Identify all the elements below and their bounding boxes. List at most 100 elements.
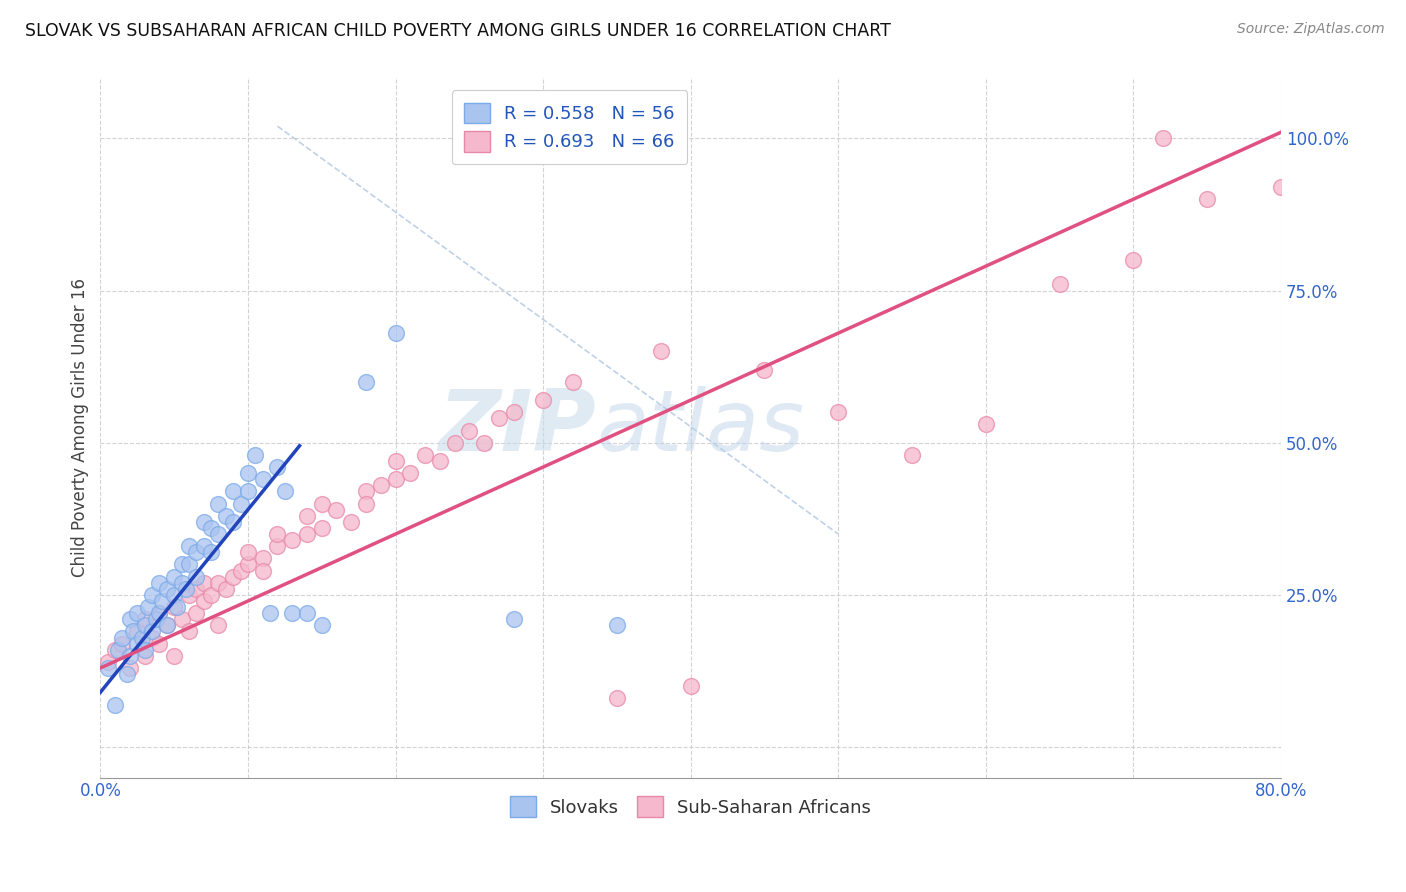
Point	[111, 637, 134, 651]
Point	[107, 642, 129, 657]
Point	[136, 600, 159, 615]
Point	[145, 612, 167, 626]
Point	[274, 484, 297, 499]
Point	[111, 631, 134, 645]
Point	[384, 472, 406, 486]
Point	[186, 582, 208, 596]
Point	[901, 448, 924, 462]
Point	[266, 460, 288, 475]
Point	[650, 344, 672, 359]
Point	[118, 648, 141, 663]
Y-axis label: Child Poverty Among Girls Under 16: Child Poverty Among Girls Under 16	[72, 278, 89, 577]
Point	[127, 637, 149, 651]
Point	[127, 624, 149, 639]
Text: SLOVAK VS SUBSAHARAN AFRICAN CHILD POVERTY AMONG GIRLS UNDER 16 CORRELATION CHAR: SLOVAK VS SUBSAHARAN AFRICAN CHILD POVER…	[25, 22, 891, 40]
Point	[229, 497, 252, 511]
Point	[458, 424, 481, 438]
Point	[134, 648, 156, 663]
Point	[163, 588, 186, 602]
Point	[207, 618, 229, 632]
Point	[141, 631, 163, 645]
Point	[207, 575, 229, 590]
Point	[193, 539, 215, 553]
Point	[754, 362, 776, 376]
Point	[295, 508, 318, 523]
Point	[252, 564, 274, 578]
Point	[207, 497, 229, 511]
Point	[266, 539, 288, 553]
Point	[413, 448, 436, 462]
Point	[245, 448, 267, 462]
Point	[1122, 253, 1144, 268]
Point	[236, 545, 259, 559]
Point	[97, 655, 120, 669]
Point	[502, 612, 524, 626]
Point	[252, 551, 274, 566]
Point	[193, 515, 215, 529]
Point	[354, 375, 377, 389]
Point	[1270, 180, 1292, 194]
Point	[443, 435, 465, 450]
Point	[174, 582, 197, 596]
Point	[166, 600, 188, 615]
Point	[186, 545, 208, 559]
Point	[104, 642, 127, 657]
Point	[354, 484, 377, 499]
Point	[121, 624, 143, 639]
Point	[193, 594, 215, 608]
Point	[177, 624, 200, 639]
Point	[163, 569, 186, 583]
Point	[502, 405, 524, 419]
Point	[186, 569, 208, 583]
Point	[229, 564, 252, 578]
Point	[156, 618, 179, 632]
Point	[222, 484, 245, 499]
Point	[281, 533, 304, 548]
Point	[561, 375, 583, 389]
Point	[354, 497, 377, 511]
Point	[115, 667, 138, 681]
Point	[118, 661, 141, 675]
Point	[131, 631, 153, 645]
Point	[156, 582, 179, 596]
Point	[295, 527, 318, 541]
Point	[236, 466, 259, 480]
Point	[177, 539, 200, 553]
Point	[488, 411, 510, 425]
Point	[827, 405, 849, 419]
Point	[156, 618, 179, 632]
Point	[148, 575, 170, 590]
Point	[266, 527, 288, 541]
Text: ZIP: ZIP	[439, 386, 596, 469]
Point	[222, 569, 245, 583]
Point	[311, 618, 333, 632]
Point	[141, 624, 163, 639]
Point	[186, 606, 208, 620]
Point	[384, 326, 406, 340]
Point	[311, 497, 333, 511]
Point	[97, 661, 120, 675]
Point	[215, 582, 238, 596]
Point	[163, 648, 186, 663]
Point	[340, 515, 363, 529]
Point	[141, 588, 163, 602]
Point	[472, 435, 495, 450]
Point	[259, 606, 281, 620]
Point	[679, 679, 702, 693]
Point	[200, 588, 222, 602]
Point	[606, 618, 628, 632]
Point	[606, 691, 628, 706]
Point	[429, 454, 451, 468]
Point	[236, 558, 259, 572]
Point	[134, 618, 156, 632]
Point	[207, 527, 229, 541]
Point	[311, 521, 333, 535]
Point	[193, 575, 215, 590]
Point	[200, 545, 222, 559]
Point	[134, 612, 156, 626]
Point	[148, 606, 170, 620]
Point	[200, 521, 222, 535]
Point	[170, 612, 193, 626]
Point	[150, 594, 173, 608]
Point	[281, 606, 304, 620]
